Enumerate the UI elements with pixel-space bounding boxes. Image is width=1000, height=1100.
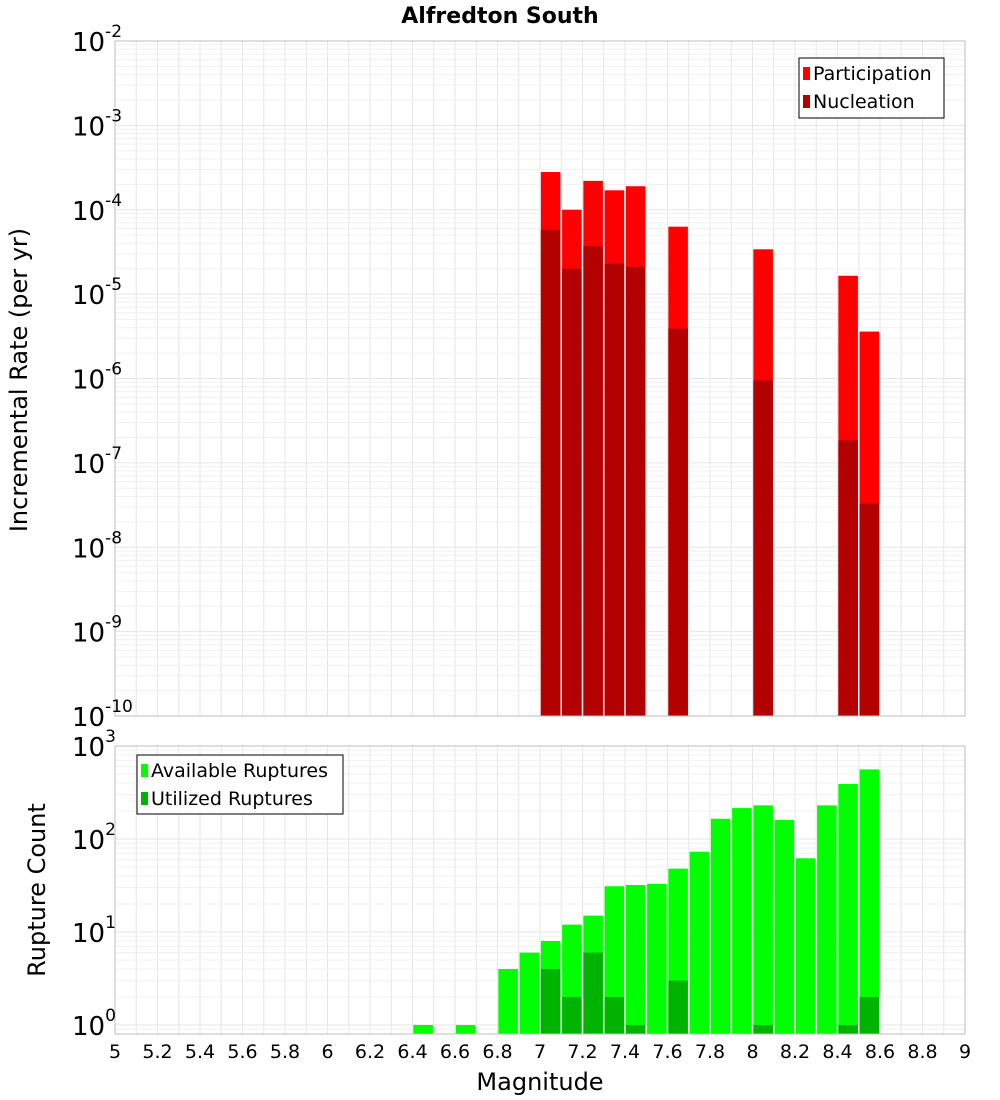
plot-frame-0	[114, 40, 966, 717]
bar-inner-utilized-ruptures	[540, 968, 561, 1034]
x-tick-label: 8.6	[865, 1041, 895, 1063]
y-tick-label: 100	[72, 1006, 116, 1042]
x-tick-label: 7.4	[610, 1041, 640, 1063]
x-tick-label: 6.8	[482, 1041, 512, 1063]
bar-available-ruptures	[753, 805, 773, 1034]
x-tick-label: 8	[746, 1041, 758, 1063]
bar-available-ruptures	[795, 858, 816, 1034]
y-tick-label: 10-7	[72, 444, 122, 480]
bar-inner-utilized-ruptures	[562, 996, 582, 1034]
bar-inner-nucleation	[625, 266, 646, 716]
x-tick-label: 5	[109, 1041, 121, 1063]
x-tick-label: 8.8	[907, 1041, 937, 1063]
bar-available-ruptures	[710, 818, 731, 1034]
y-tick-label: 10-2	[72, 22, 122, 58]
legend-swatch-utilized-ruptures	[141, 792, 148, 805]
bar-inner-utilized-ruptures	[604, 996, 625, 1034]
legend-swatch-available-ruptures	[141, 764, 148, 777]
bar-inner-utilized-ruptures	[753, 1024, 773, 1034]
x-tick-label: 5.4	[185, 1041, 215, 1063]
x-tick-label: 5.8	[270, 1041, 300, 1063]
x-tick-label: 6.4	[397, 1041, 427, 1063]
bar-available-ruptures	[498, 968, 518, 1034]
bar-available-ruptures	[689, 851, 710, 1034]
bar-inner-nucleation	[583, 246, 603, 716]
x-tick-label: 7.2	[567, 1041, 597, 1063]
x-tick-label: 8.4	[822, 1041, 852, 1063]
legend-box	[136, 754, 344, 815]
y-tick-label: 10-6	[72, 360, 122, 396]
bar-available-ruptures	[647, 883, 667, 1034]
y-tick-label: 103	[72, 727, 116, 763]
x-tick-label: 5.2	[142, 1041, 172, 1063]
bar-inner-nucleation	[838, 440, 858, 716]
plot-frame-1	[114, 745, 966, 1035]
legend-label-utilized-ruptures: Utilized Ruptures	[151, 788, 313, 810]
bar-inner-utilized-ruptures	[668, 980, 688, 1034]
bar-available-ruptures	[413, 1024, 433, 1034]
y-tick-label: 10-3	[72, 106, 122, 142]
y-tick-label: 10-4	[72, 191, 122, 227]
x-tick-label: 6.6	[440, 1041, 470, 1063]
bar-available-ruptures	[817, 805, 837, 1034]
x-axis-label: Magnitude	[476, 1068, 603, 1096]
bar-inner-nucleation	[562, 268, 582, 716]
bar-available-ruptures	[519, 952, 540, 1034]
x-tick-label: 7.6	[652, 1041, 682, 1063]
x-tick-label: 9	[959, 1041, 971, 1063]
top-y-axis-label: Incremental Rate (per yr)	[5, 228, 33, 532]
bar-inner-utilized-ruptures	[583, 952, 603, 1034]
bar-inner-nucleation	[540, 229, 561, 717]
bar-inner-utilized-ruptures	[625, 1024, 646, 1034]
bar-available-ruptures	[774, 820, 795, 1034]
x-tick-label: 6.2	[355, 1041, 385, 1063]
bar-available-ruptures	[838, 784, 858, 1034]
bar-available-ruptures	[732, 808, 752, 1034]
y-tick-label: 10-9	[72, 613, 122, 649]
bar-inner-nucleation	[668, 328, 688, 716]
y-tick-label: 101	[72, 913, 116, 949]
y-tick-label: 102	[72, 820, 116, 856]
legend-box	[798, 57, 945, 119]
legend-label-available-ruptures: Available Ruptures	[151, 760, 328, 782]
x-tick-label: 7.8	[695, 1041, 725, 1063]
legend-swatch-nucleation	[803, 95, 810, 108]
bar-available-ruptures	[625, 885, 646, 1034]
y-tick-label: 10-8	[72, 528, 122, 564]
bar-inner-nucleation	[604, 263, 625, 716]
legend-label-nucleation: Nucleation	[813, 91, 915, 113]
bottom-y-axis-label: Rupture Count	[23, 803, 51, 977]
x-tick-label: 8.2	[780, 1041, 810, 1063]
y-tick-label: 10-10	[72, 697, 133, 733]
x-tick-label: 7	[534, 1041, 546, 1063]
x-tick-label: 5.6	[227, 1041, 257, 1063]
bar-inner-utilized-ruptures	[838, 1024, 858, 1034]
y-tick-label: 10-5	[72, 275, 122, 311]
bar-inner-utilized-ruptures	[859, 996, 880, 1034]
bar-available-ruptures	[455, 1024, 476, 1034]
x-tick-label: 6	[321, 1041, 333, 1063]
bar-inner-nucleation	[859, 503, 880, 716]
bar-inner-nucleation	[753, 380, 773, 716]
bar-available-ruptures	[859, 769, 880, 1034]
legend-swatch-participation	[803, 67, 810, 80]
legend-label-participation: Participation	[813, 63, 932, 85]
chart-title: Alfredton South	[401, 4, 598, 29]
